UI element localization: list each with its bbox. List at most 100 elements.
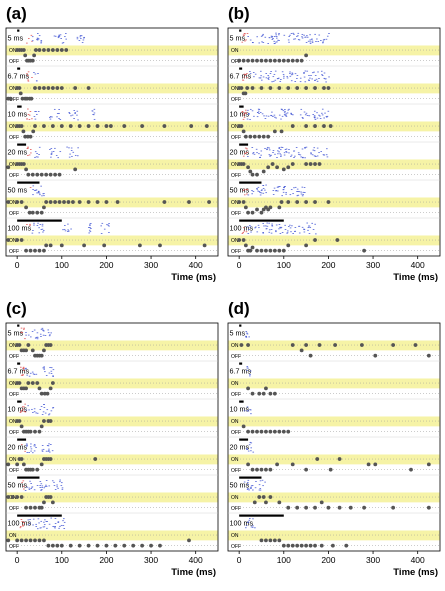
row-label: 100 ms (230, 519, 254, 528)
state-point (257, 134, 262, 139)
state-point (26, 343, 31, 347)
x-tick-label: 0 (15, 260, 20, 270)
on-label: ON (9, 457, 17, 463)
state-point (50, 500, 55, 505)
state-point (277, 86, 282, 90)
row-6-7-ms: 6.7 ms ON OFF (228, 362, 440, 400)
state-point (391, 505, 396, 510)
state-point (77, 543, 82, 548)
row-50-ms: 50 ms ON OFF (228, 181, 440, 219)
state-point (337, 505, 342, 510)
state-point (18, 91, 23, 96)
state-point (71, 200, 75, 204)
state-point (268, 429, 273, 434)
state-point (362, 248, 367, 253)
state-point (140, 124, 145, 128)
state-point (239, 124, 244, 128)
off-label: OFF (231, 135, 241, 141)
state-point (21, 462, 26, 467)
state-point (246, 165, 250, 170)
state-point (277, 205, 282, 210)
row-label: 6.7 ms (8, 367, 30, 376)
state-point (29, 96, 34, 101)
on-label: ON (9, 533, 17, 539)
panel-label: (a) (6, 4, 27, 23)
state-point (86, 86, 91, 90)
off-label: OFF (231, 506, 241, 512)
state-point (108, 124, 113, 128)
state-point (250, 467, 255, 472)
state-point (295, 58, 300, 63)
row-10-ms: 10 ms ON OFF (6, 105, 218, 143)
row-label: 100 ms (230, 224, 254, 233)
state-point (275, 165, 279, 170)
off-label: OFF (9, 430, 19, 436)
off-label: OFF (9, 249, 19, 255)
state-point (68, 543, 73, 548)
on-label: ON (9, 48, 17, 54)
state-point (32, 53, 37, 58)
state-point (304, 467, 309, 472)
state-point (24, 348, 28, 353)
stimulus-bar (239, 362, 243, 365)
state-point (268, 248, 273, 253)
on-band (6, 197, 218, 208)
row-6-7-ms: 6.7 ms ON OFF (6, 362, 218, 400)
state-point (362, 505, 367, 510)
state-point (35, 467, 40, 472)
state-point (266, 165, 271, 170)
stimulus-bar (17, 514, 62, 517)
stimulus-bar (239, 29, 242, 32)
state-point (246, 462, 250, 467)
state-point (250, 245, 255, 250)
state-point (28, 429, 33, 434)
row-20-ms: 20 ms ON OFF (6, 438, 218, 476)
state-point (24, 538, 28, 543)
off-label: OFF (9, 211, 19, 217)
state-point (95, 200, 100, 204)
state-point (19, 124, 24, 128)
off-label: OFF (231, 544, 241, 550)
state-point (44, 243, 49, 248)
off-label: OFF (9, 392, 19, 398)
on-band (228, 83, 440, 94)
panel-label: (c) (6, 299, 27, 318)
on-band (228, 159, 440, 170)
state-point (27, 210, 32, 215)
on-band (228, 45, 440, 56)
state-point (290, 543, 295, 548)
state-point (246, 58, 250, 63)
state-point (252, 134, 257, 139)
state-point (48, 343, 53, 347)
state-point (140, 543, 145, 548)
row-label: 10 ms (8, 110, 28, 119)
on-label: ON (9, 343, 17, 349)
state-point (46, 48, 51, 52)
state-point (15, 538, 20, 543)
state-point (104, 543, 109, 548)
state-point (290, 58, 295, 63)
state-point (189, 124, 194, 128)
state-point (10, 495, 15, 499)
on-band (6, 492, 218, 503)
on-label: ON (231, 124, 239, 130)
stimulus-bar (17, 67, 21, 70)
state-point (264, 429, 268, 434)
on-band (228, 416, 440, 427)
state-point (48, 172, 53, 177)
panel-a: (a) 5 ms ON OFF 6.7 ms ON OFF 10 ms ON OFF 20 ms ON… (5, 4, 219, 283)
state-point (264, 248, 268, 253)
state-point (37, 538, 42, 543)
row-5-ms: 5 ms ON OFF (6, 324, 218, 362)
state-point (259, 86, 264, 90)
stimulus-bar (17, 438, 27, 441)
state-point (26, 172, 31, 177)
state-point (55, 48, 60, 52)
on-band (6, 340, 218, 351)
state-point (59, 243, 64, 248)
row-label: 6.7 ms (230, 367, 252, 376)
state-point (187, 538, 191, 543)
state-point (286, 200, 291, 204)
state-point (33, 124, 37, 128)
state-point (33, 505, 37, 510)
